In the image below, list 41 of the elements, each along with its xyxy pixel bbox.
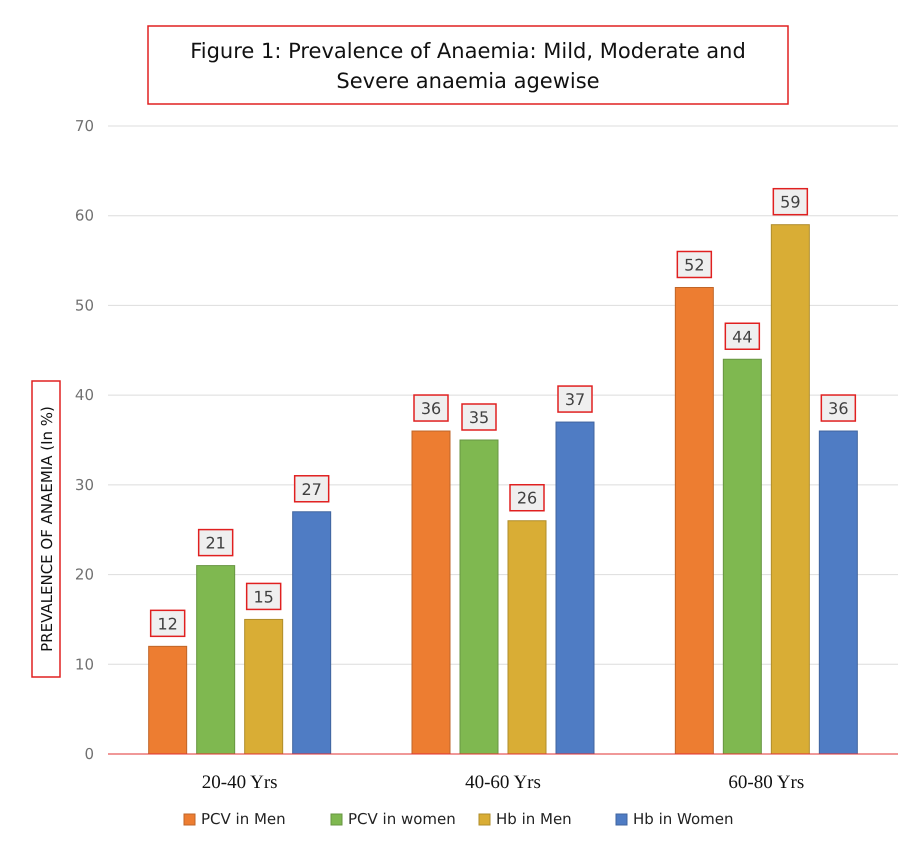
y-tick-label: 10 — [74, 655, 94, 674]
legend-label: PCV in women — [348, 810, 456, 828]
data-label: 12 — [157, 614, 178, 634]
y-tick-label: 60 — [74, 206, 94, 225]
data-label: 35 — [468, 408, 490, 427]
bar — [412, 430, 450, 754]
legend-label: Hb in Women — [633, 810, 734, 828]
bar — [556, 422, 594, 754]
data-label: 15 — [253, 587, 274, 606]
data-label: 26 — [516, 488, 538, 508]
chart-title: Figure 1: Prevalence of Anaemia: Mild, Moderate and Severe anaemia agewise — [190, 39, 746, 93]
bar — [292, 511, 332, 754]
y-axis-title: PREVALENCE OF ANAEMIA (In %) — [38, 406, 56, 652]
bar — [722, 358, 762, 754]
bar — [460, 440, 498, 754]
legend-label: PCV in Men — [201, 810, 286, 828]
y-tick-label: 0 — [84, 745, 94, 763]
y-tick-label: 40 — [74, 386, 94, 404]
data-label: 21 — [205, 534, 226, 553]
data-label: 36 — [420, 399, 442, 418]
data-label: 59 — [780, 192, 801, 212]
x-tick-label: 60-80 Yrs — [728, 772, 804, 793]
data-label: 27 — [301, 480, 322, 499]
y-tick-label: 20 — [74, 566, 94, 584]
bar — [674, 286, 714, 754]
legend-label: Hb in Men — [496, 810, 572, 828]
bar — [244, 618, 284, 754]
data-label: 37 — [564, 390, 586, 410]
x-tick-label: 40-60 Yrs — [465, 772, 541, 793]
bar — [148, 646, 188, 754]
bar — [770, 224, 810, 754]
data-label: 44 — [732, 327, 753, 346]
y-tick-label: 70 — [74, 117, 94, 135]
bar — [818, 430, 858, 754]
data-label: 52 — [684, 255, 705, 274]
x-tick-label: 20-40 Yrs — [202, 772, 278, 793]
y-tick-label: 50 — [74, 296, 94, 314]
y-tick-label: 30 — [74, 476, 94, 494]
data-label: 36 — [828, 399, 849, 418]
bar — [196, 565, 236, 754]
bar — [508, 520, 546, 754]
